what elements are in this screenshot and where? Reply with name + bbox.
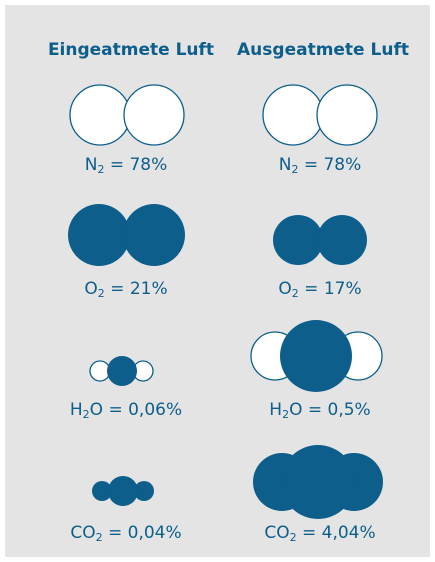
n2-exhaled-molecule [262, 84, 378, 146]
exhaled-air-title: Ausgeatmete Luft [237, 40, 409, 60]
inhaled-air-title: Eingeatmete Luft [47, 40, 215, 60]
molecule-illustrations [68, 84, 383, 519]
h2o-inhaled-molecule [89, 356, 154, 386]
n2-inhaled-label: N2 = 78% [84, 155, 168, 176]
o-atom [92, 481, 112, 501]
h2o-inhaled-label: H2O = 0,06% [69, 400, 183, 421]
c-atom [281, 445, 355, 519]
o2-exhaled-label: O2 = 17% [278, 279, 362, 300]
n-atom [69, 84, 131, 146]
o2-exhaled-molecule [273, 215, 367, 265]
n2-inhaled-molecule [69, 84, 185, 146]
co2-inhaled-label: CO2 = 0,04% [70, 523, 182, 544]
n2-exhaled-label: N2 = 78% [278, 155, 362, 176]
n-atom [123, 84, 185, 146]
o2-inhaled-molecule [68, 204, 185, 266]
o-atom [134, 481, 154, 501]
o-atom [317, 215, 367, 265]
o2-inhaled-label: O2 = 21% [84, 279, 168, 300]
o-atom [68, 204, 130, 266]
diagram-panel: Eingeatmete Luft Ausgeatmete Luft [5, 5, 430, 557]
co2-exhaled-molecule [253, 445, 383, 519]
o-atom [273, 215, 323, 265]
h2o-exhaled-molecule [250, 320, 383, 392]
co2-inhaled-molecule [92, 476, 154, 506]
co2-exhaled-label: CO2 = 4,04% [264, 523, 376, 544]
o-atom [107, 356, 137, 386]
o-atom [123, 204, 185, 266]
n-atom [262, 84, 324, 146]
n-atom [316, 84, 378, 146]
c-atom [108, 476, 138, 506]
h2o-exhaled-label: H2O = 0,5% [269, 400, 371, 421]
o-atom [280, 320, 352, 392]
